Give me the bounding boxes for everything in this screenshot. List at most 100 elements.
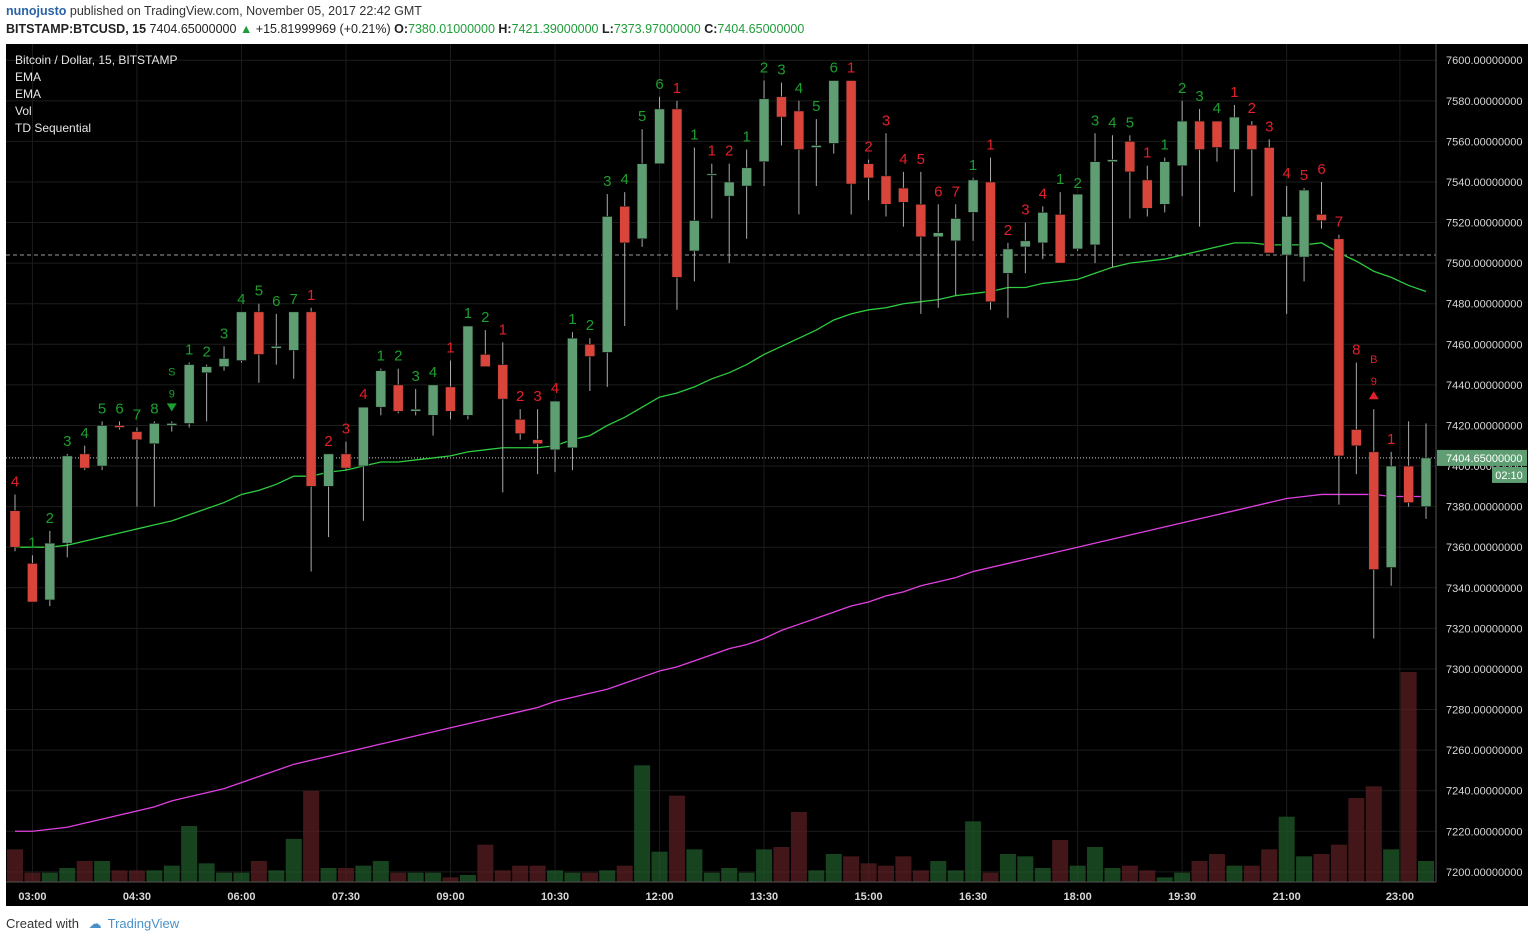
td-label: 5 — [917, 151, 925, 168]
candle — [96, 421, 108, 471]
time-tick-label: 23:00 — [1386, 891, 1414, 903]
candle-body — [270, 346, 282, 349]
candle-body — [427, 384, 439, 416]
volume-bar — [372, 861, 389, 882]
candle-body — [1333, 238, 1345, 457]
td-label: 2 — [760, 60, 768, 77]
price-tick-label: 7480.00000000 — [1446, 299, 1522, 311]
candle-body — [1281, 216, 1292, 256]
candle — [323, 453, 334, 538]
candle — [270, 313, 282, 365]
volume-bar — [1191, 861, 1208, 882]
td-label: 4 — [81, 425, 89, 442]
candle — [915, 171, 927, 314]
td-label: 4 — [899, 151, 907, 168]
volume-bar — [1296, 856, 1313, 882]
tradingview-brand-link[interactable]: TradingView — [107, 916, 180, 931]
volume-bar — [76, 861, 93, 882]
candle-body — [114, 425, 125, 428]
td-label: 6 — [655, 76, 663, 93]
candle — [480, 330, 491, 367]
td-label: 2 — [725, 143, 733, 160]
candle-body — [1246, 124, 1258, 150]
volume-bar — [930, 861, 947, 882]
price-tick-label: 7280.00000000 — [1446, 705, 1522, 717]
candle-body — [1089, 161, 1101, 246]
author-link[interactable]: nunojusto — [6, 4, 67, 18]
candle — [166, 421, 178, 432]
td-label: B — [1370, 354, 1377, 366]
candle — [1263, 139, 1275, 254]
td-label: 7 — [952, 183, 960, 200]
time-tick-label: 13:30 — [750, 891, 778, 903]
candle — [1072, 193, 1083, 251]
price-tick-label: 7500.00000000 — [1446, 258, 1522, 270]
candle-body — [340, 453, 352, 469]
candle-body — [950, 218, 961, 242]
candle — [758, 80, 770, 187]
candle-body — [915, 203, 927, 238]
candle — [689, 147, 700, 282]
price-tick-label: 7540.00000000 — [1446, 177, 1522, 189]
candle — [1159, 157, 1171, 213]
legend-item-volume[interactable]: Vol — [15, 104, 32, 118]
volume-bar — [947, 870, 964, 882]
time-tick-label: 10:30 — [541, 891, 569, 903]
candle — [567, 332, 578, 471]
time-tick-label: 19:30 — [1168, 891, 1196, 903]
td-label: 1 — [708, 143, 716, 160]
volume-bar — [233, 872, 250, 882]
candle-body — [776, 96, 787, 118]
time-axis[interactable]: 03:00 04:30 06:00 07:30 09:00 10:30 12:00 13:30… — [18, 891, 1414, 903]
candle-body — [9, 510, 21, 548]
td-label: 6 — [830, 60, 838, 77]
legend-item-td-sequential[interactable]: TD Sequential — [15, 121, 91, 135]
candle-body — [305, 311, 317, 487]
candle-body — [445, 386, 456, 412]
volume-bar — [912, 870, 929, 882]
candle — [1194, 108, 1205, 227]
td-label: 4 — [795, 80, 803, 97]
td-label: 5 — [255, 283, 263, 300]
volume-bar — [965, 821, 982, 882]
candle-body — [706, 173, 718, 176]
td-label: 4 — [359, 386, 367, 403]
td-label: 4 — [551, 380, 559, 397]
td-label: 3 — [603, 173, 611, 190]
candles — [9, 80, 1432, 639]
candle — [114, 421, 125, 430]
candle — [863, 159, 874, 201]
candle-body — [828, 80, 840, 144]
candle — [532, 409, 543, 475]
candle — [149, 421, 160, 507]
volume-bar — [477, 844, 494, 882]
td-label: 1 — [673, 80, 681, 97]
candle — [1054, 192, 1066, 264]
candle-body — [79, 453, 90, 469]
legend-item-ema-slow[interactable]: EMA — [15, 87, 41, 101]
candle-body — [201, 366, 212, 374]
td-label: 5 — [638, 108, 646, 125]
down-arrow-icon — [166, 403, 177, 412]
volume-bar — [860, 863, 877, 882]
legend-item-ema-fast[interactable]: EMA — [15, 70, 41, 84]
td-label: 2 — [324, 433, 332, 450]
price-tick-label: 7560.00000000 — [1446, 136, 1522, 148]
candle-body — [758, 98, 770, 162]
candle — [1246, 121, 1258, 197]
td-label: 6 — [1317, 161, 1325, 178]
price-axis[interactable]: 7200.00000000 7220.00000000 7240.00000000 7… — [1437, 55, 1527, 879]
candle-body — [236, 311, 247, 361]
volume-bar — [512, 865, 529, 882]
candle-body — [654, 108, 665, 165]
price-change: +15.81999969 (+0.21%) — [255, 22, 391, 36]
candle-body — [149, 423, 160, 445]
td-label: 4 — [1039, 185, 1047, 202]
volume-bar — [1400, 672, 1417, 882]
volume-bar — [425, 872, 442, 882]
td-label: 6 — [272, 293, 280, 310]
td-label: 1 — [185, 342, 193, 359]
candle — [654, 96, 665, 165]
td-label: 5 — [98, 400, 106, 417]
